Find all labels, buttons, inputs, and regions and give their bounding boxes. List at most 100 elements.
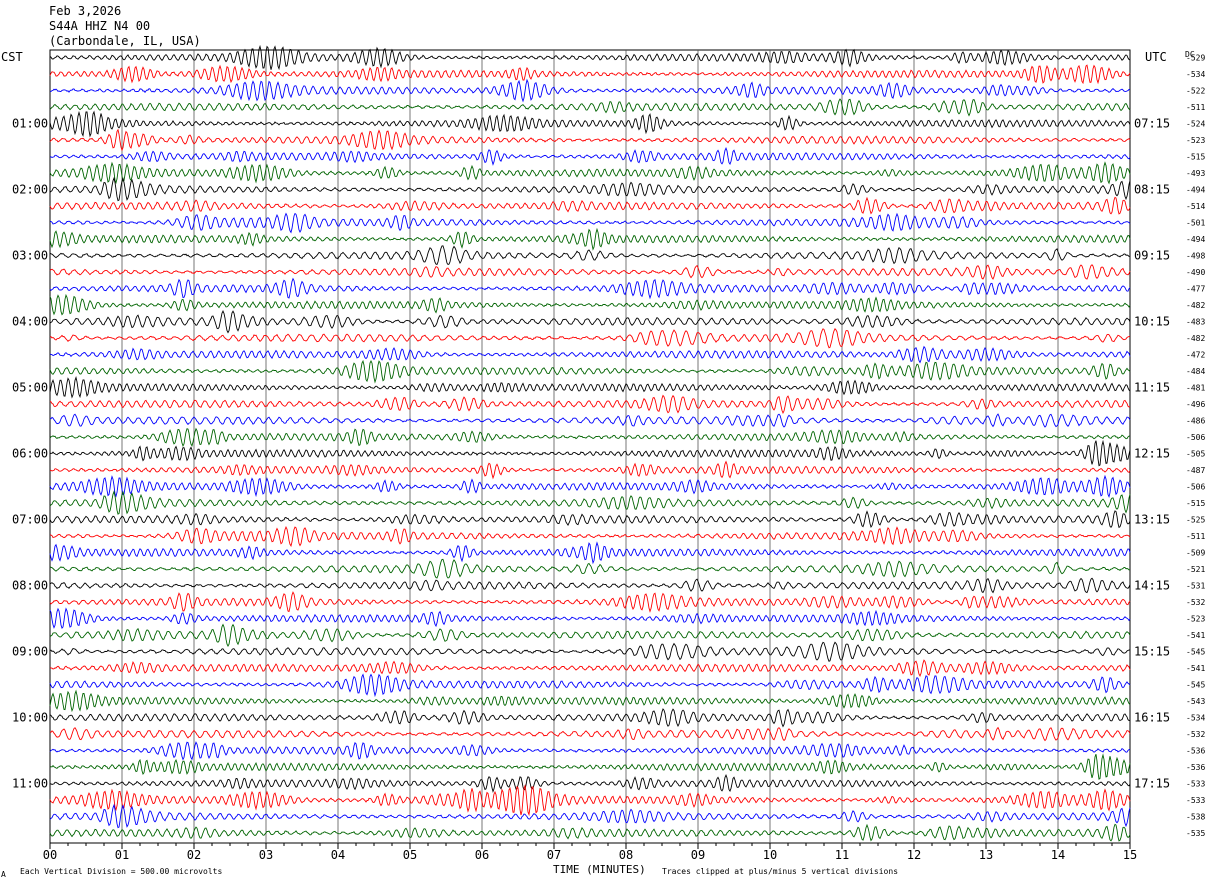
trace-line	[49, 245, 1131, 266]
trace-line	[49, 673, 1131, 698]
trace-line	[49, 64, 1131, 85]
trace-line	[49, 577, 1131, 594]
right-time-label: 08:15	[1134, 183, 1170, 197]
trace-line	[49, 328, 1131, 349]
dc-offset-label: -486	[1186, 417, 1205, 426]
trace-line	[49, 345, 1131, 364]
clip-note: Traces clipped at plus/minus 5 vertical …	[662, 867, 899, 876]
trace-line	[49, 394, 1131, 414]
dc-offset-label: -522	[1186, 87, 1205, 96]
left-time-label: 05:00	[12, 381, 48, 395]
dc-offset-label: -498	[1186, 252, 1205, 261]
dc-offset-label: -541	[1186, 664, 1205, 673]
trace-line	[49, 196, 1131, 215]
dc-offset-label: -484	[1186, 367, 1205, 376]
dc-offset-label: -496	[1186, 400, 1205, 409]
trace-line	[49, 708, 1131, 728]
dc-offset-label: -483	[1186, 318, 1205, 327]
trace-line	[49, 774, 1131, 794]
x-tick-label: 14	[1051, 848, 1065, 862]
trace-line	[49, 803, 1131, 829]
trace-line	[49, 227, 1131, 251]
corner-mark: A	[1, 870, 6, 879]
trace-line	[49, 510, 1131, 529]
left-time-label: 03:00	[12, 249, 48, 263]
dc-offset-label: -515	[1186, 499, 1205, 508]
left-time-label: 11:00	[12, 777, 48, 791]
right-time-label: 07:15	[1134, 117, 1170, 131]
trace-line	[49, 525, 1131, 548]
left-time-label: 10:00	[12, 711, 48, 725]
dc-offset-label: -532	[1186, 598, 1205, 607]
dc-offset-label: -494	[1186, 235, 1205, 244]
dc-offset-label: -533	[1186, 780, 1205, 789]
plot-frame	[49, 49, 1131, 844]
right-time-label: 11:15	[1134, 381, 1170, 395]
dc-offset-label: -494	[1186, 186, 1205, 195]
trace-line	[49, 689, 1131, 713]
trace-line	[49, 376, 1131, 399]
left-time-label: 09:00	[12, 645, 48, 659]
dc-offset-label: -545	[1186, 681, 1205, 690]
station-id: S44A HHZ N4 00	[49, 19, 151, 33]
x-tick-label: 13	[979, 848, 993, 862]
left-time-label: 07:00	[12, 513, 48, 527]
dc-offset-label: -541	[1186, 631, 1205, 640]
trace-line	[49, 413, 1131, 428]
vertical-scale-note: Each Vertical Division = 500.00 microvol…	[20, 867, 223, 876]
left-time-label: 08:00	[12, 579, 48, 593]
dc-offset-label: -529	[1186, 54, 1205, 63]
x-tick-label: 01	[115, 848, 129, 862]
trace-line	[49, 591, 1131, 613]
right-time-label: 17:15	[1134, 777, 1170, 791]
dc-offset-label: -506	[1186, 433, 1205, 442]
x-tick-label: 03	[259, 848, 273, 862]
trace-line	[49, 277, 1131, 300]
trace-line	[49, 460, 1131, 480]
trace-line	[49, 78, 1131, 103]
x-tick-label: 06	[475, 848, 489, 862]
dc-offset-label: -523	[1186, 615, 1205, 624]
trace-line	[49, 161, 1131, 185]
dc-offset-label: -535	[1186, 829, 1205, 838]
dc-offset-label: -487	[1186, 466, 1205, 475]
dc-offset-label: -534	[1186, 70, 1205, 79]
trace-line	[49, 264, 1131, 280]
dc-offset-label: -515	[1186, 153, 1205, 162]
dc-offset-label: -545	[1186, 648, 1205, 657]
right-time-label: 09:15	[1134, 249, 1170, 263]
trace-line	[49, 558, 1131, 579]
trace-line	[49, 427, 1131, 448]
dc-offset-label: -482	[1186, 301, 1205, 310]
right-time-label: 13:15	[1134, 513, 1170, 527]
trace-line	[49, 474, 1131, 499]
station-location: (Carbondale, IL, USA)	[49, 34, 201, 48]
dc-offset-label: -536	[1186, 763, 1205, 772]
x-tick-label: 12	[907, 848, 921, 862]
trace-line	[49, 439, 1131, 467]
x-tick-label: 07	[547, 848, 561, 862]
trace-line	[49, 641, 1131, 662]
dc-offset-label: -509	[1186, 549, 1205, 558]
dc-offset-header: DC	[1185, 50, 1195, 59]
timezone-right-label: UTC	[1145, 50, 1167, 64]
trace-line	[49, 176, 1131, 202]
trace-line	[49, 623, 1131, 647]
dc-offset-label: -543	[1186, 697, 1205, 706]
trace-line	[49, 784, 1131, 817]
right-time-label: 15:15	[1134, 645, 1170, 659]
dc-offset-label: -506	[1186, 483, 1205, 492]
x-tick-label: 09	[691, 848, 705, 862]
right-time-label: 12:15	[1134, 447, 1170, 461]
dc-offset-label: -514	[1186, 202, 1205, 211]
x-tick-label: 00	[43, 848, 57, 862]
trace-line	[49, 110, 1131, 138]
left-time-label: 04:00	[12, 315, 48, 329]
trace-line	[49, 98, 1131, 117]
trace-line	[49, 359, 1131, 384]
dc-offset-label: -536	[1186, 747, 1205, 756]
trace-line	[49, 823, 1131, 842]
x-tick-label: 02	[187, 848, 201, 862]
left-time-label: 02:00	[12, 183, 48, 197]
trace-line	[49, 309, 1131, 334]
